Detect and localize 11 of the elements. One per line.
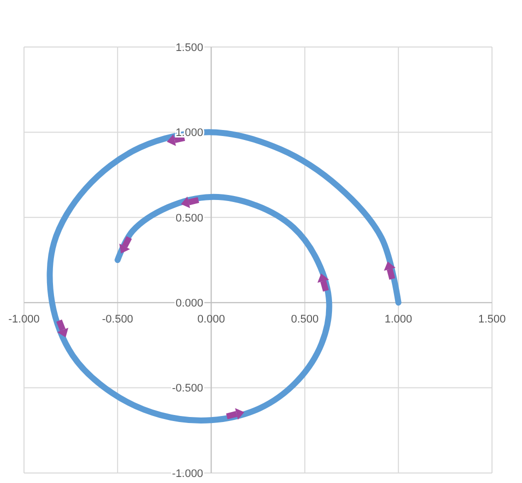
x-tick-label: 0.500 — [291, 314, 319, 326]
y-tick-label: 0.500 — [176, 212, 204, 224]
x-tick-label: -1.000 — [8, 314, 40, 326]
x-tick-label: -0.500 — [102, 314, 134, 326]
y-tick-label: 0.000 — [176, 297, 204, 310]
x-tick-label: 0.000 — [197, 314, 225, 326]
y-tick-label: -0.500 — [172, 382, 204, 395]
y-tick-label: -1.000 — [172, 468, 204, 480]
y-tick-label: 1.500 — [176, 42, 204, 54]
x-tick-label: 1.000 — [384, 314, 412, 326]
x-tick-label: 1.500 — [478, 314, 506, 326]
